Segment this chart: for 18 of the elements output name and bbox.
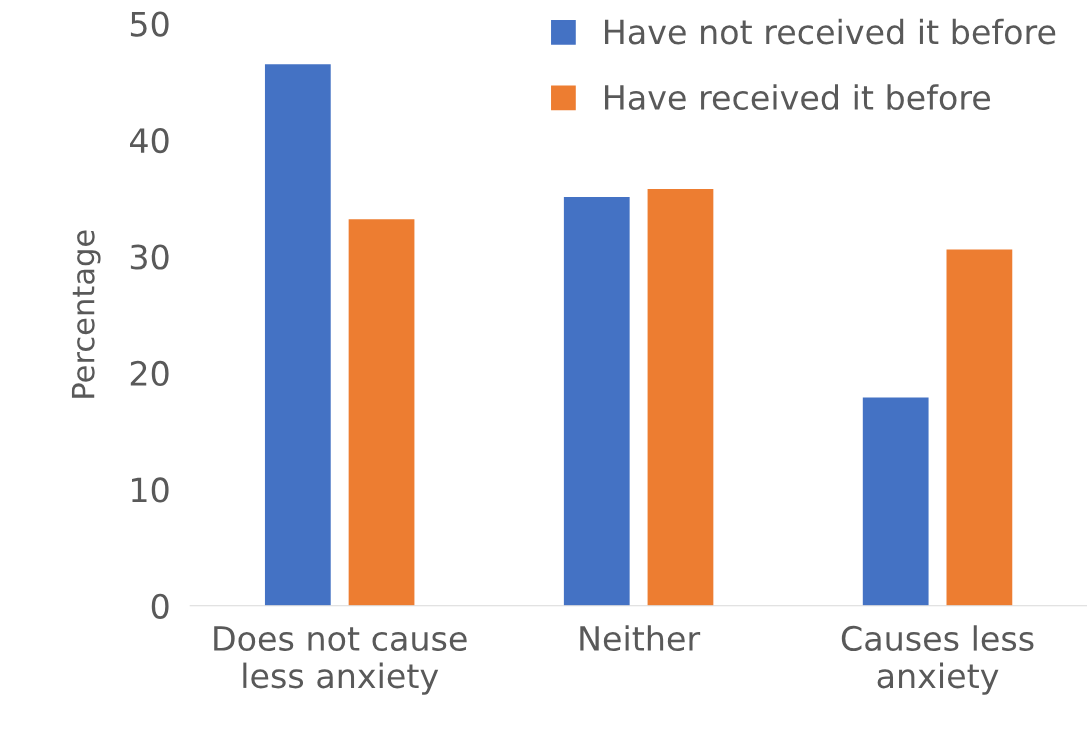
y-tick-label: 50 [130,11,169,37]
y-axis-title: Percentage [71,230,101,398]
x-tick-label: Causes less anxiety [841,625,1034,695]
bar [264,64,331,606]
x-tick-label: Neither [580,625,701,652]
bar [563,197,630,606]
y-tick-label: 30 [130,244,169,270]
y-tick-label: 20 [130,360,169,387]
bar [946,249,1013,606]
bar [862,397,929,606]
y-tick-label: 0 [151,593,169,619]
x-tick-label: Does not cause less anxiety [214,626,467,695]
y-tick-label: 10 [132,477,169,503]
legend-label: Have not received it before [605,18,1056,45]
y-tick-label: 40 [129,127,169,154]
legend-label: Have received it before [605,84,991,111]
bar [647,188,714,606]
bar [348,219,415,606]
